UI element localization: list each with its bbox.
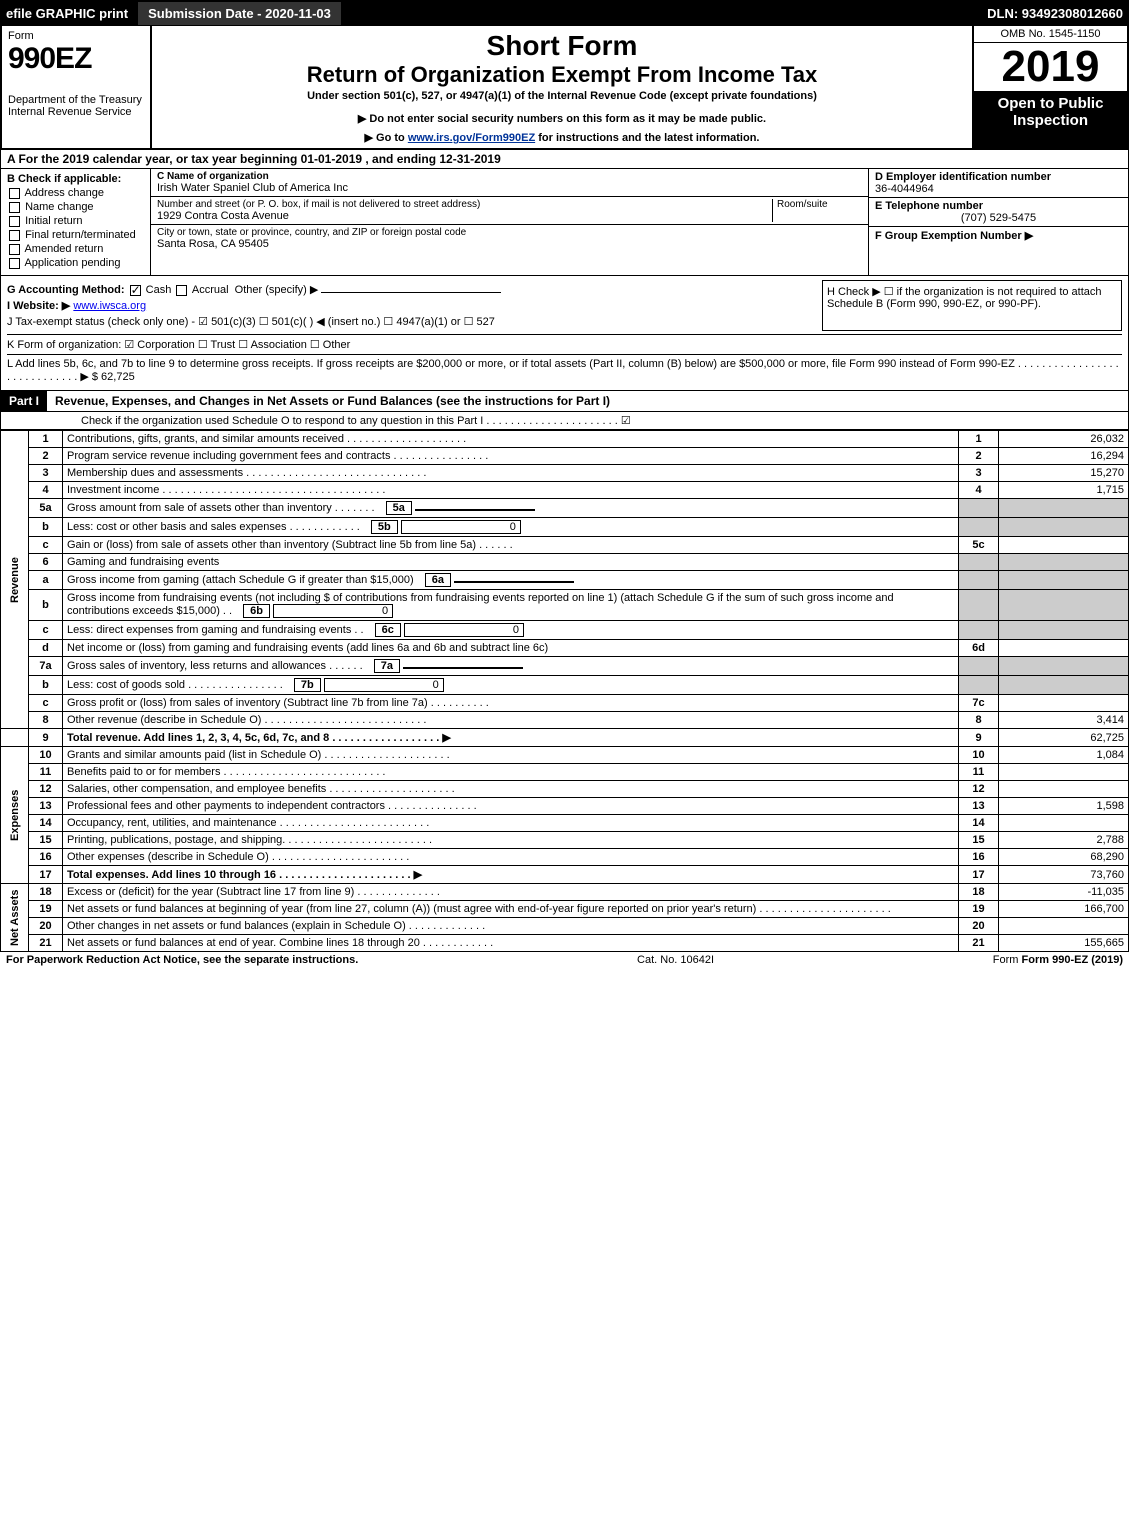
org-city: Santa Rosa, CA 95405	[157, 238, 466, 250]
h-box: H Check ▶ ☐ if the organization is not r…	[822, 280, 1122, 331]
cat-no: Cat. No. 10642I	[637, 954, 714, 966]
goto-line: ▶ Go to www.irs.gov/Form990EZ for instru…	[160, 131, 964, 144]
accounting-block: G Accounting Method: Cash Accrual Other …	[0, 276, 1129, 391]
room-label: Room/suite	[777, 199, 862, 210]
part1-title: Revenue, Expenses, and Changes in Net As…	[47, 394, 610, 408]
form-header: Form 990EZ Department of the Treasury In…	[0, 26, 1129, 150]
g-label: G Accounting Method:	[7, 284, 125, 296]
form-code: 990EZ	[8, 42, 144, 76]
cash-checkbox[interactable]	[130, 285, 141, 296]
form-footer-code: Form Form 990-EZ (2019)	[993, 954, 1123, 966]
addr-change-checkbox[interactable]	[9, 188, 20, 199]
final-return-checkbox[interactable]	[9, 230, 20, 241]
name-change-checkbox[interactable]	[9, 202, 20, 213]
dln-label: DLN: 93492308012660	[987, 6, 1123, 21]
tax-year: 2019	[974, 43, 1127, 91]
under-section: Under section 501(c), 527, or 4947(a)(1)…	[160, 90, 964, 102]
netassets-side-label: Net Assets	[1, 884, 29, 952]
revenue-side-label: Revenue	[1, 431, 29, 729]
part1-checknote: Check if the organization used Schedule …	[81, 414, 631, 427]
i-label: I Website: ▶	[7, 300, 70, 312]
l-line: L Add lines 5b, 6c, and 7b to line 9 to …	[7, 354, 1122, 383]
no-ssn-note: ▶ Do not enter social security numbers o…	[160, 112, 964, 125]
app-pending-checkbox[interactable]	[9, 258, 20, 269]
org-street: 1929 Contra Costa Avenue	[157, 210, 772, 222]
open-public-inspection: Open to Public Inspection	[974, 91, 1127, 148]
page-footer: For Paperwork Reduction Act Notice, see …	[0, 952, 1129, 968]
accrual-checkbox[interactable]	[176, 285, 187, 296]
part1-table: Revenue 1 Contributions, gifts, grants, …	[0, 430, 1129, 952]
submission-date: Submission Date - 2020-11-03	[138, 2, 341, 25]
phone: (707) 529-5475	[875, 212, 1122, 224]
org-name: Irish Water Spaniel Club of America Inc	[157, 182, 862, 194]
period-line: A For the 2019 calendar year, or tax yea…	[0, 150, 1129, 169]
website-link[interactable]: www.iwsca.org	[73, 300, 146, 312]
d-label: D Employer identification number	[875, 171, 1051, 183]
irs-link[interactable]: www.irs.gov/Form990EZ	[408, 132, 535, 144]
org-info-block: B Check if applicable: Address change Na…	[0, 169, 1129, 276]
short-form-title: Short Form	[160, 30, 964, 62]
addr-label: Number and street (or P. O. box, if mail…	[157, 199, 772, 210]
b-label: B Check if applicable:	[7, 173, 144, 185]
dept-label: Department of the Treasury	[8, 94, 144, 106]
j-line: J Tax-exempt status (check only one) - ☑…	[7, 315, 814, 328]
omb-number: OMB No. 1545-1150	[974, 26, 1127, 43]
form-word: Form	[8, 30, 144, 42]
amended-return-checkbox[interactable]	[9, 244, 20, 255]
main-title: Return of Organization Exempt From Incom…	[160, 62, 964, 88]
top-bar: efile GRAPHIC print Submission Date - 20…	[0, 0, 1129, 26]
f-label: F Group Exemption Number ▶	[875, 230, 1033, 242]
efile-label: efile GRAPHIC print	[6, 6, 138, 21]
part1-badge: Part I	[1, 391, 47, 411]
ein: 36-4044964	[875, 183, 934, 195]
irs-label: Internal Revenue Service	[8, 106, 144, 118]
expenses-side-label: Expenses	[1, 747, 29, 884]
c-label: C Name of organization	[157, 171, 269, 182]
initial-return-checkbox[interactable]	[9, 216, 20, 227]
city-label: City or town, state or province, country…	[157, 227, 466, 238]
paperwork-notice: For Paperwork Reduction Act Notice, see …	[6, 954, 358, 966]
k-line: K Form of organization: ☑ Corporation ☐ …	[7, 334, 1122, 351]
e-label: E Telephone number	[875, 200, 983, 212]
